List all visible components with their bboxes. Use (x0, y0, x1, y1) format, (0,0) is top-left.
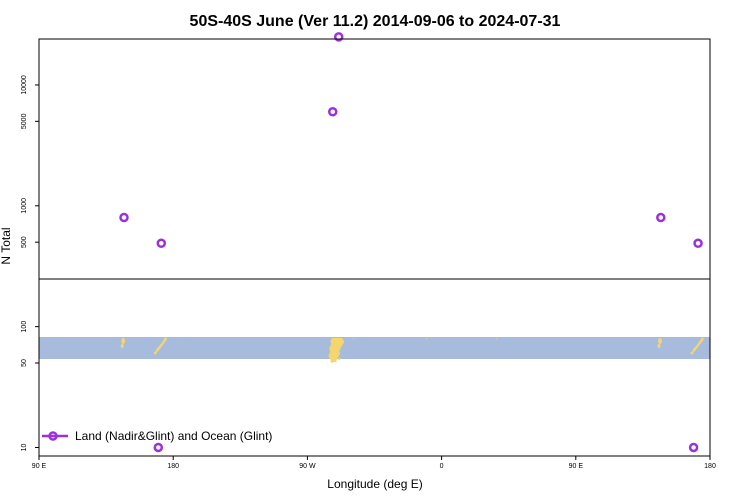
x-axis-label: Longitude (deg E) (327, 477, 422, 491)
legend-label: Land (Nadir&Glint) and Ocean (Glint) (75, 429, 272, 443)
x-axis: 90 E 180 90 W 0 90 E 180 (32, 456, 716, 470)
land-marion-dot (496, 338, 498, 340)
plot-frame (38, 38, 711, 457)
data-point-0-0 (119, 212, 129, 223)
data-point-0-2 (153, 442, 164, 453)
chart-title: 50S-40S June (Ver 11.2) 2014-09-06 to 20… (190, 13, 561, 30)
y-tick-label-1000: 1000 (21, 198, 28, 214)
land-tasmania-2 (657, 338, 663, 348)
legend-marker-swatch (48, 431, 58, 441)
y-tick-label-100: 100 (21, 321, 28, 333)
y-tick-label-500: 500 (21, 236, 28, 248)
x-tick-label-3: 0 (440, 463, 444, 470)
legend: Land (Nadir&Glint) and Ocean (Glint) (42, 429, 272, 443)
x-tick-label-0: 90 E (32, 463, 47, 470)
y-tick-label-10000: 10000 (21, 75, 28, 95)
y-tick-label-10: 10 (21, 443, 28, 451)
x-tick-label-1: 180 (167, 463, 179, 470)
y-tick-label-5000: 5000 (21, 113, 28, 129)
map-land-masses (120, 337, 705, 363)
land-south-america (328, 338, 345, 363)
y-tick-label-50: 50 (21, 359, 28, 367)
x-tick-label-5: 180 (704, 463, 716, 470)
land-falklands-dot (353, 338, 355, 340)
data-point-0-5 (656, 212, 666, 223)
data-points (119, 32, 703, 453)
data-point-0-6 (693, 238, 703, 248)
map-ocean-band (39, 337, 710, 359)
data-point-0-1 (156, 238, 167, 248)
x-tick-label-2: 90 W (299, 463, 316, 470)
land-gough-dot (426, 338, 428, 340)
y-axis: 10 50 100 500 1000 5000 10000 (21, 75, 39, 451)
data-point-0-7 (688, 442, 699, 453)
data-point-0-4 (333, 32, 344, 42)
y-axis-label: N Total (0, 227, 13, 264)
x-tick-label-4: 90 E (569, 463, 584, 470)
land-new-zealand-2 (690, 337, 705, 355)
land-tasmania (120, 338, 126, 348)
inset-map (39, 337, 710, 363)
data-point-0-3 (327, 107, 338, 117)
land-new-zealand (153, 337, 168, 355)
